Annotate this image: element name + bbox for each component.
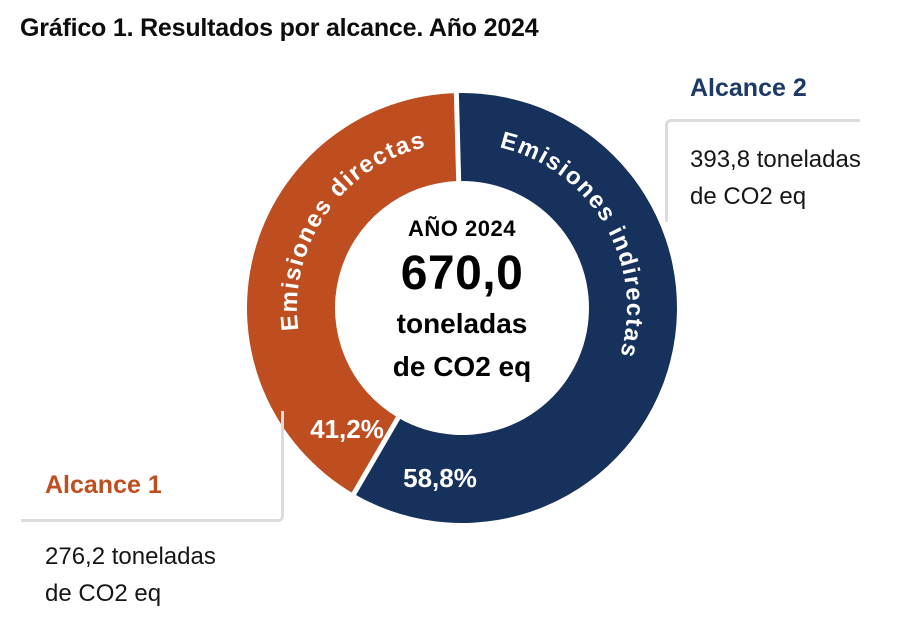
segment-separator xyxy=(350,413,402,498)
center-unit-line1: toneladas xyxy=(396,308,528,339)
callout-value-alcance-1-line2: de CO2 eq xyxy=(45,580,162,607)
callout-value-alcance-1-line1: 276,2 toneladas xyxy=(45,543,216,570)
segment-separator xyxy=(453,90,462,185)
callout-title-alcance-1: Alcance 1 xyxy=(45,471,162,499)
callout-bracket-alcance-1 xyxy=(21,411,284,522)
donut-center-label: AÑO 2024 670,0 toneladas de CO2 eq xyxy=(332,212,592,388)
callout-value-alcance-1: 276,2 toneladas de CO2 eq xyxy=(45,538,216,612)
center-total-value: 670,0 xyxy=(400,247,524,300)
callout-title-alcance-2: Alcance 2 xyxy=(690,74,807,102)
chart-title: Gráfico 1. Resultados por alcance. Año 2… xyxy=(20,14,539,42)
percent-label-alcance-2: 58,8% xyxy=(403,463,477,493)
callout-value-alcance-2-line2: de CO2 eq xyxy=(690,183,807,210)
donut-segment-alcance-2: Alcance 2: 393.8 xyxy=(353,92,677,523)
callout-bracket-alcance-2 xyxy=(665,119,860,222)
center-unit-line2: de CO2 eq xyxy=(392,351,532,382)
callout-value-alcance-2: 393,8 toneladas de CO2 eq xyxy=(690,141,861,215)
donut-segment-alcance-1: Alcance 1: 276.2 xyxy=(246,93,459,494)
center-year-label: AÑO 2024 xyxy=(408,216,516,241)
percent-label-alcance-1: 41,2% xyxy=(310,414,384,444)
callout-value-alcance-2-line1: 393,8 toneladas xyxy=(690,146,861,173)
